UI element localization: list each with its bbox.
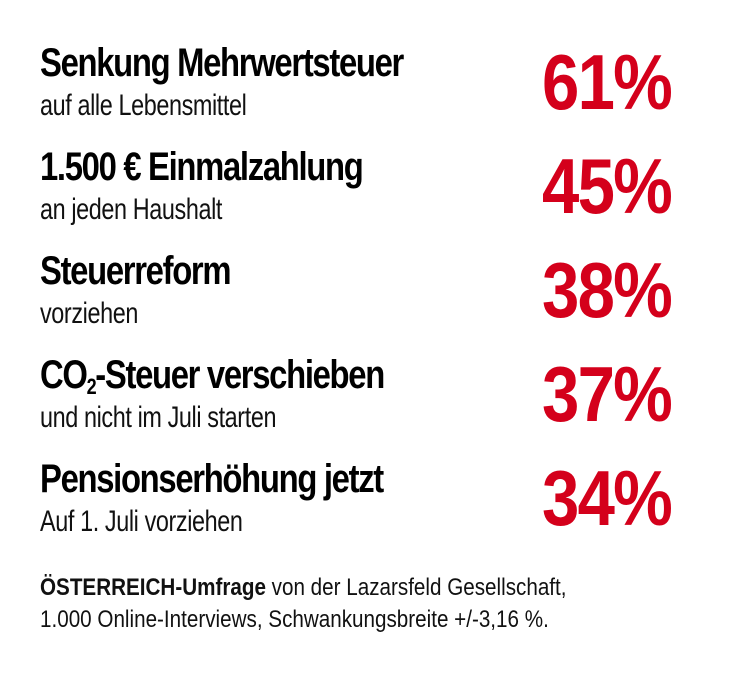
source-note: ÖSTERREICH-Umfrage von der Lazarsfeld Ge… [40,572,567,636]
title-subscript: 2 [86,374,97,399]
item-subtitle: an jeden Haushalt [40,193,223,226]
item-subtitle: Auf 1. Juli vorziehen [40,505,243,538]
item-subtitle: und nicht im Juli starten [40,401,277,434]
item-percent: 34% [542,454,673,542]
item-title: Steuerreform [40,249,232,293]
item-percent: 38% [542,246,673,334]
result-row: Senkung Mehrwertsteuer auf alle Lebensmi… [40,38,710,142]
result-row: 1.500 € Einmalzahlung an jeden Haushalt … [40,142,710,246]
item-title: 1.500 € Einmalzahlung [40,145,364,189]
item-subtitle: auf alle Lebensmittel [40,89,247,122]
result-row: CO2-Steuer verschieben und nicht im Juli… [40,350,710,454]
result-row: Pensionserhöhung jetzt Auf 1. Juli vorzi… [40,454,710,558]
source-bold: ÖSTERREICH-Umfrage [40,574,266,601]
title-prefix: CO [40,353,88,397]
item-title: CO2-Steuer verschieben [40,350,385,412]
item-title: Pensionserhöhung jetzt [40,457,384,501]
result-row: Steuerreform vorziehen 38% [40,246,710,350]
source-line-1: ÖSTERREICH-Umfrage von der Lazarsfeld Ge… [40,572,567,604]
source-rest: von der Lazarsfeld Gesellschaft, [265,574,567,601]
item-percent: 45% [542,142,673,230]
title-suffix: -Steuer verschieben [95,353,385,397]
item-title: Senkung Mehrwertsteuer [40,41,404,85]
item-subtitle: vorziehen [40,297,138,330]
item-percent: 61% [542,38,673,126]
source-line-2: 1.000 Online-Interviews, Schwankungsbrei… [40,606,549,633]
survey-results: Senkung Mehrwertsteuer auf alle Lebensmi… [40,38,710,558]
item-percent: 37% [542,350,673,438]
